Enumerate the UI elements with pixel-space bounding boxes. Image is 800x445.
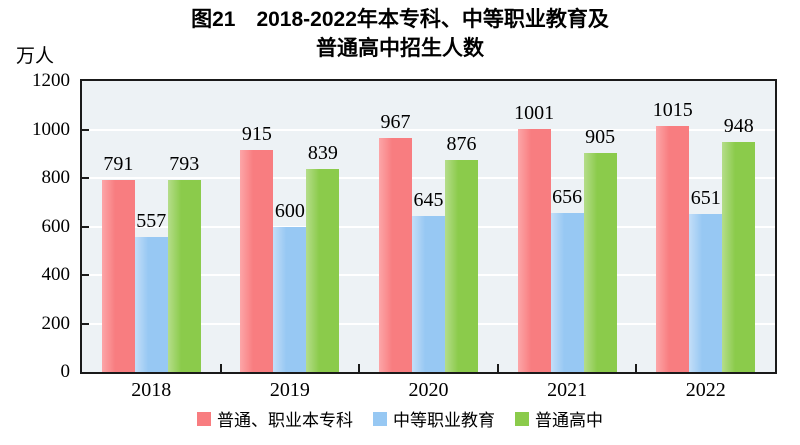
bar bbox=[722, 142, 756, 372]
y-axis-tick-label: 0 bbox=[60, 361, 71, 382]
x-axis-label: 2018 bbox=[131, 379, 172, 401]
bar bbox=[134, 236, 168, 372]
bar-value-label: 656 bbox=[552, 185, 583, 208]
y-axis-tick-label: 1000 bbox=[32, 118, 70, 140]
x-axis-label: 2020 bbox=[408, 379, 449, 401]
legend-swatch-icon bbox=[197, 411, 211, 426]
bar bbox=[379, 137, 412, 372]
legend-swatch-icon bbox=[373, 411, 387, 426]
bar-value-label: 557 bbox=[136, 209, 167, 232]
bar-value-label: 839 bbox=[307, 141, 338, 164]
legend-swatch-icon bbox=[515, 411, 529, 426]
y-axis-tick-mark bbox=[82, 177, 89, 179]
y-axis-tick-mark bbox=[82, 274, 89, 276]
x-axis-tick-mark bbox=[496, 364, 499, 372]
x-axis-label: 2019 bbox=[269, 379, 310, 401]
bar-value-label: 876 bbox=[446, 132, 477, 155]
y-axis-tick-label: 800 bbox=[41, 167, 71, 188]
y-axis-tick-mark bbox=[82, 225, 89, 228]
legend: 普通、职业本专科 中等职业教育 普通高中 bbox=[0, 406, 800, 431]
bar bbox=[167, 179, 201, 372]
bar bbox=[656, 125, 690, 372]
bar-value-label: 791 bbox=[103, 153, 134, 176]
chart-title-line2: 普通高中招生人数 bbox=[316, 37, 484, 60]
legend-label: 普通高中 bbox=[535, 411, 603, 430]
bar-value-label: 793 bbox=[169, 152, 200, 175]
x-axis-tick-mark bbox=[635, 364, 638, 372]
bar-value-label: 600 bbox=[274, 199, 305, 222]
bar bbox=[412, 215, 445, 372]
bar bbox=[306, 168, 340, 372]
legend-item: 普通、职业本专科 bbox=[197, 406, 353, 431]
bar bbox=[583, 152, 617, 372]
x-axis-label: 2022 bbox=[685, 379, 726, 401]
y-axis-tick-label: 200 bbox=[41, 312, 71, 334]
x-axis-tick-mark bbox=[358, 364, 361, 372]
bar bbox=[517, 129, 551, 372]
y-axis-tick-label: 600 bbox=[41, 215, 71, 237]
y-axis-unit-label: 万人 bbox=[16, 46, 55, 67]
bar-value-label: 905 bbox=[585, 125, 616, 148]
bar-value-label: 948 bbox=[723, 115, 754, 138]
x-axis-label: 2021 bbox=[547, 379, 588, 401]
gridline bbox=[82, 177, 775, 179]
bar-value-label: 1001 bbox=[514, 102, 555, 125]
legend-label: 中等职业教育 bbox=[393, 411, 495, 430]
bar bbox=[240, 150, 274, 372]
bar bbox=[273, 226, 307, 372]
bar-value-label: 915 bbox=[241, 123, 272, 146]
bar bbox=[101, 180, 135, 372]
y-axis-tick-mark bbox=[82, 128, 89, 131]
legend-item: 普通高中 bbox=[515, 406, 603, 431]
bar bbox=[445, 159, 478, 372]
gridline bbox=[82, 128, 775, 131]
bar-value-label: 651 bbox=[690, 187, 721, 210]
chart-title-line1: 图21 2018-2022年本专科、中等职业教育及 bbox=[191, 8, 609, 31]
y-axis-tick-label: 400 bbox=[41, 264, 71, 285]
y-axis-tick-label: 1200 bbox=[32, 70, 70, 91]
bar bbox=[550, 212, 584, 372]
bar-value-label: 645 bbox=[413, 188, 444, 211]
bar bbox=[689, 214, 723, 372]
x-axis-tick-mark bbox=[219, 364, 222, 372]
bar-value-label: 967 bbox=[380, 110, 411, 133]
plot-area: 791 557 793 915 600 839 967 645 876 1001 656 905 101… bbox=[80, 79, 777, 374]
legend-item: 中等职业教育 bbox=[373, 406, 495, 431]
y-axis-tick-mark bbox=[82, 322, 89, 325]
chart-title: 图21 2018-2022年本专科、中等职业教育及 普通高中招生人数 bbox=[0, 5, 800, 63]
bar-value-label: 1015 bbox=[652, 98, 693, 121]
legend-label: 普通、职业本专科 bbox=[217, 411, 353, 430]
